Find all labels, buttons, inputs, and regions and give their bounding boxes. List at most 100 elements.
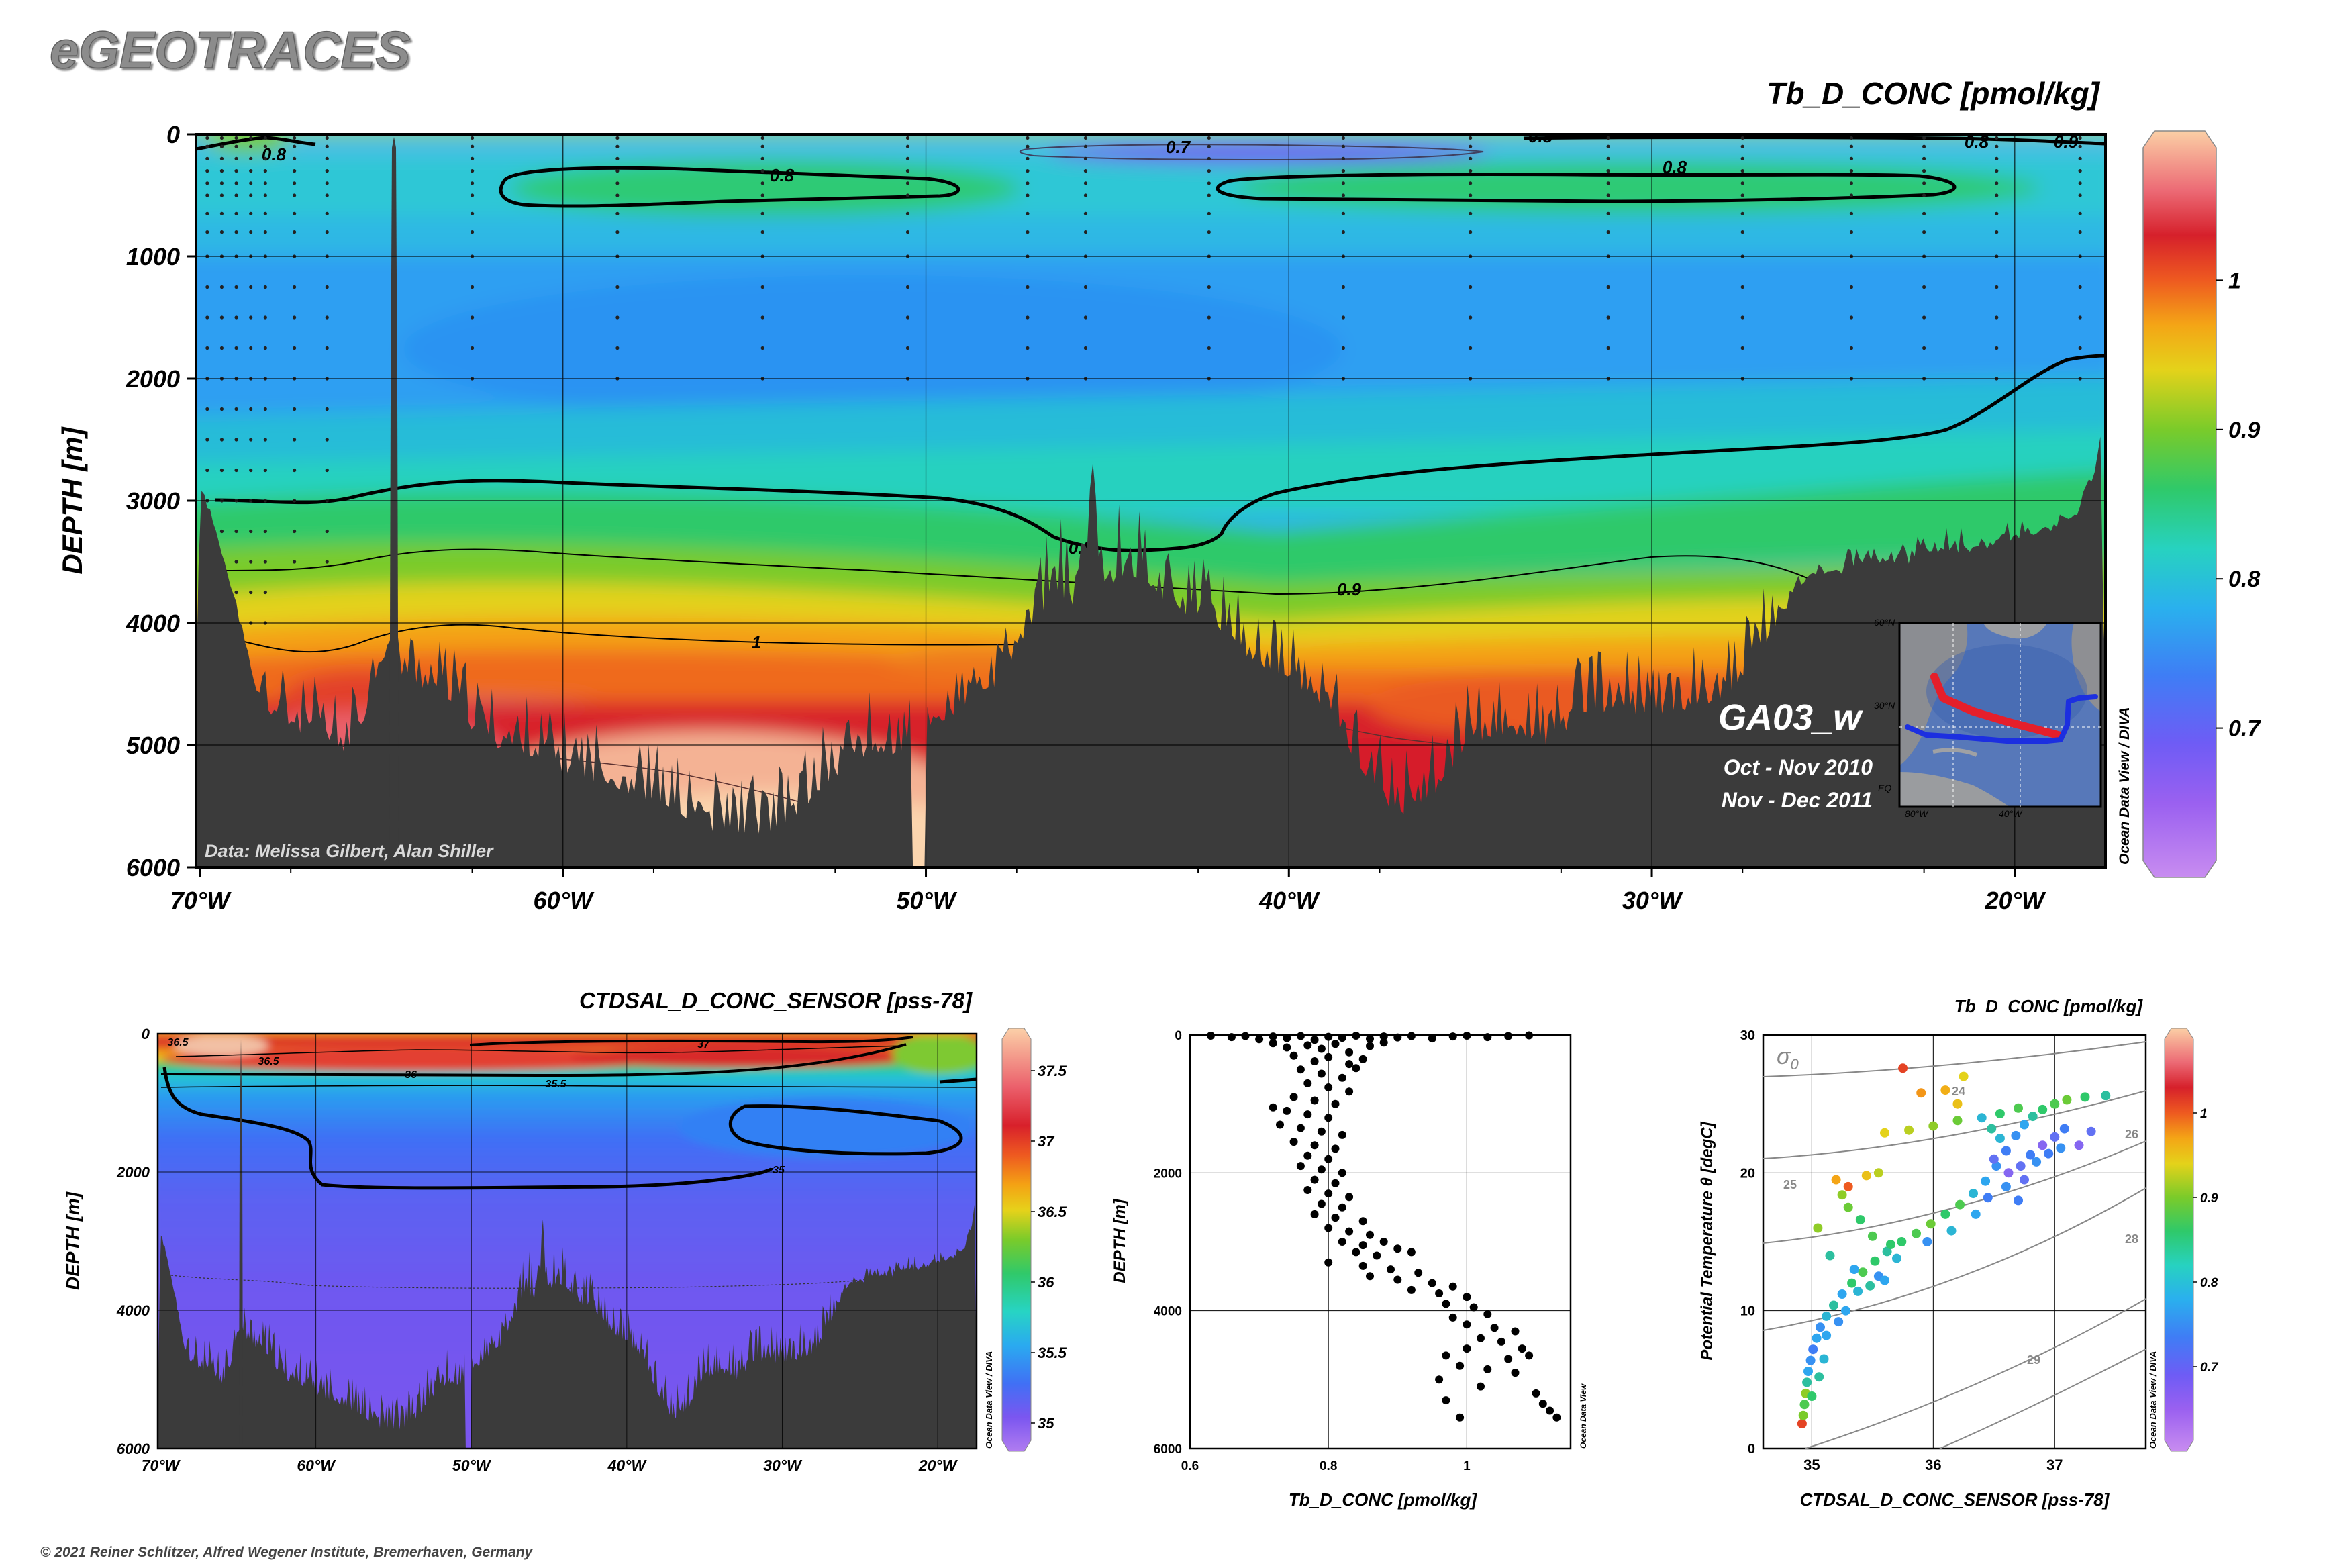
ts-point (2101, 1091, 2111, 1101)
x-tick-label: 30°W (763, 1457, 803, 1474)
isopycnal-label: 28 (2125, 1232, 2138, 1246)
sample-dot (292, 560, 297, 564)
sample-dot (219, 529, 224, 534)
sample-dot (1606, 193, 1610, 197)
sample-dot (2078, 136, 2082, 140)
sample-dot (234, 156, 238, 160)
ts-point (1843, 1202, 1853, 1212)
ts-point (1822, 1330, 1832, 1340)
sample-dot (1849, 211, 1854, 215)
inset-lat-label: 30°N (1874, 700, 1895, 711)
seamount-spike (389, 137, 399, 867)
contour-label: 35.5 (545, 1079, 566, 1090)
profile-point (1407, 1032, 1416, 1040)
sample-dot (1995, 181, 1999, 185)
isopycnal-label: 24 (1952, 1085, 1965, 1098)
ts-point (1865, 1281, 1875, 1291)
salinity-seafloor-topography (158, 1204, 977, 1449)
sample-dot (615, 193, 620, 197)
profile-point (1331, 1214, 1340, 1222)
sample-dot (470, 346, 475, 350)
contour-label: 0.8 (1965, 132, 1989, 152)
profile-point (1525, 1031, 1534, 1040)
sample-dot (1740, 169, 1744, 173)
isopycnal-label: 29 (2027, 1353, 2040, 1367)
profile-point (1338, 1203, 1346, 1212)
sample-dot (760, 156, 764, 160)
sample-dot (234, 315, 238, 320)
ts-point (1814, 1372, 1824, 1382)
sample-dot (292, 285, 297, 289)
sample-dot (219, 315, 224, 320)
sample-dot (615, 211, 620, 215)
sample-dot (905, 211, 910, 215)
sample-dot (1469, 193, 1473, 197)
profile-point (1477, 1382, 1485, 1391)
y-tick-label: 6000 (126, 854, 180, 881)
ts-isopycnal-labels: 24 25 26 28 29 (1783, 1085, 2138, 1367)
sample-dot (292, 211, 297, 215)
inset-lon-label: 80°W (1905, 808, 1929, 819)
ts-point (2086, 1126, 2096, 1136)
sample-dot (1922, 169, 1926, 173)
profile-point (1276, 1120, 1284, 1129)
profile-point (1442, 1300, 1450, 1308)
x-tick-label: 20°W (918, 1457, 958, 1474)
profile-x-ticks: 0.6 0.8 1 (1181, 1459, 1471, 1473)
ts-point (1819, 1354, 1829, 1364)
sample-dot (325, 156, 329, 160)
sample-dot (760, 315, 764, 320)
profile-y-axis-label: DEPTH [m] (1111, 1198, 1129, 1283)
sample-dot (1207, 144, 1211, 148)
profile-point (1324, 1189, 1333, 1198)
ts-point (2016, 1161, 2026, 1171)
profile-point (1463, 1344, 1471, 1353)
x-tick-label: 0.6 (1181, 1459, 1199, 1473)
sample-dot (1341, 156, 1345, 160)
profile-point (1352, 1248, 1360, 1257)
isopycnal-label: 25 (1783, 1178, 1797, 1191)
sample-dot (470, 169, 475, 173)
x-tick-label: 70°W (170, 887, 232, 914)
sample-dot (205, 346, 209, 350)
sigma-letter: σ (1777, 1044, 1791, 1069)
sample-dot (905, 136, 910, 140)
profile-point (1448, 1282, 1457, 1291)
sample-dot (470, 181, 475, 185)
sample-dot (292, 181, 297, 185)
cruise-track-east (1905, 694, 2098, 744)
x-tick-label: 60°W (297, 1457, 336, 1474)
y-tick-label: 0 (1748, 1442, 1755, 1457)
profile-point (1483, 1310, 1492, 1318)
sample-dot (234, 144, 238, 148)
profile-chart: DEPTH [m] Tb_D_CONC [pmol/kg] 0 2000 4000 6… (1111, 1029, 1588, 1510)
sample-dot (234, 136, 238, 140)
ts-point (1926, 1219, 1936, 1229)
ts-point (1812, 1333, 1822, 1343)
x-tick-label: 60°W (534, 887, 595, 914)
sample-dot (1469, 285, 1473, 289)
profile-point (1317, 1165, 1326, 1174)
ts-point (2014, 1195, 2023, 1206)
profile-point (1324, 1224, 1333, 1232)
sample-dot (470, 285, 475, 289)
profile-point (1532, 1389, 1540, 1398)
ts-point (1855, 1215, 1865, 1225)
sample-dot (1849, 169, 1854, 173)
ts-point (1831, 1175, 1841, 1185)
sample-dot (1995, 211, 1999, 215)
sample-dot (2078, 230, 2082, 234)
sample-dot (205, 136, 209, 140)
ts-x-ticks: 35 36 37 (1803, 1457, 2063, 1473)
ts-point (1882, 1246, 1892, 1257)
sample-dot (263, 590, 267, 595)
profile-point (1331, 1040, 1340, 1048)
sample-dot (1469, 346, 1473, 350)
profile-point (1504, 1355, 1513, 1363)
sample-dot (1922, 144, 1926, 148)
sample-dot (219, 211, 224, 215)
profile-point (1289, 1093, 1298, 1101)
profile-point (1538, 1400, 1547, 1408)
sample-dot (470, 144, 475, 148)
contour-label: 1 (752, 632, 761, 652)
